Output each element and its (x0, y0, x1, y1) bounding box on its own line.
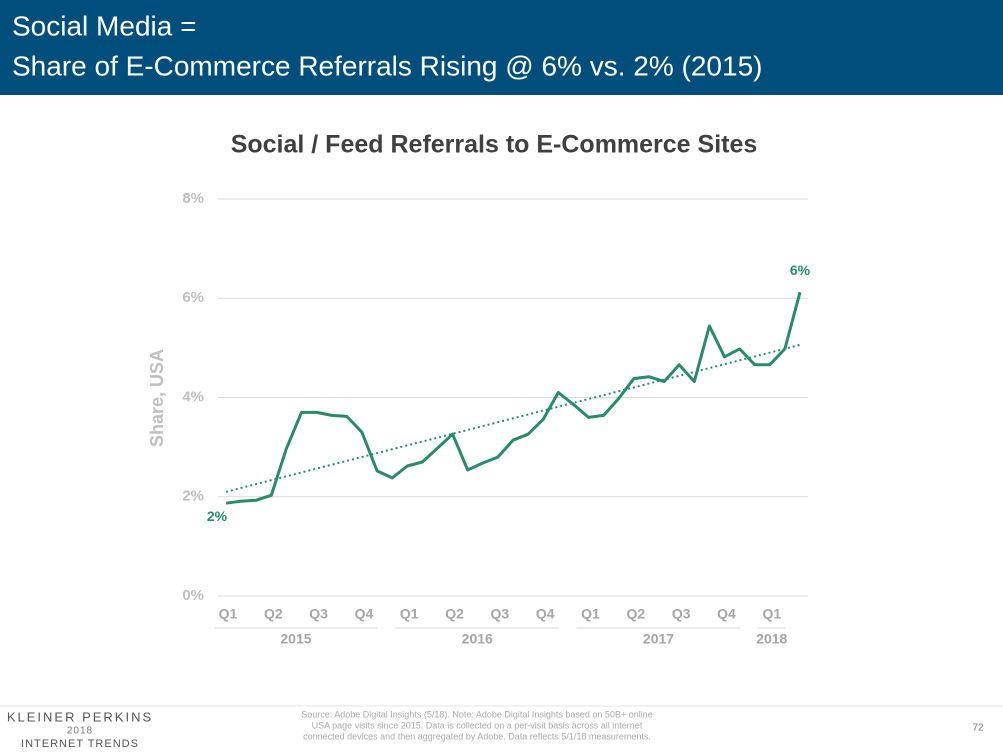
x-tick-label: Q2 (445, 606, 464, 622)
y-tick-label: 4% (182, 388, 204, 405)
page-number: 72 (972, 723, 984, 734)
y-axis-label: Share, USA (147, 349, 167, 447)
header-bar (0, 0, 1003, 95)
brand: INTERNET TRENDS (21, 738, 139, 750)
brand: KLEINER PERKINS (7, 709, 153, 724)
header-title: Social Media = (12, 10, 196, 41)
chart-title: Social / Feed Referrals to E-Commerce Si… (231, 131, 758, 159)
x-tick-label: Q1 (581, 606, 600, 622)
x-tick-label: Q3 (491, 606, 510, 622)
source-note: connected devices and then aggregated by… (303, 731, 651, 741)
header-title: Share of E-Commerce Referrals Rising @ 6… (12, 50, 762, 81)
y-tick-label: 2% (182, 488, 204, 505)
y-tick-label: 6% (182, 289, 204, 306)
brand: 2018 (67, 726, 93, 737)
source-note: USA page visits since 2015. Data is coll… (312, 720, 643, 730)
year-label: 2016 (462, 631, 493, 647)
x-tick-label: Q1 (219, 606, 238, 622)
x-tick-label: Q1 (400, 606, 419, 622)
source-note: Source: Adobe Digital Insights (5/18). N… (301, 709, 652, 719)
y-tick-label: 0% (182, 587, 204, 604)
data-label: 6% (790, 262, 811, 278)
x-tick-label: Q3 (672, 606, 691, 622)
y-tick-label: 8% (182, 190, 204, 207)
trend-line (225, 343, 801, 493)
x-tick-label: Q3 (309, 606, 328, 622)
x-tick-label: Q4 (717, 606, 736, 622)
year-label: 2015 (280, 631, 311, 647)
data-line (225, 291, 802, 505)
x-tick-label: Q1 (762, 606, 781, 622)
year-label: 2018 (756, 631, 787, 647)
x-tick-label: Q2 (264, 606, 283, 622)
x-tick-label: Q4 (355, 606, 374, 622)
year-label: 2017 (643, 631, 674, 647)
x-tick-label: Q2 (626, 606, 645, 622)
x-tick-label: Q4 (536, 606, 555, 622)
data-label: 2% (207, 508, 228, 524)
